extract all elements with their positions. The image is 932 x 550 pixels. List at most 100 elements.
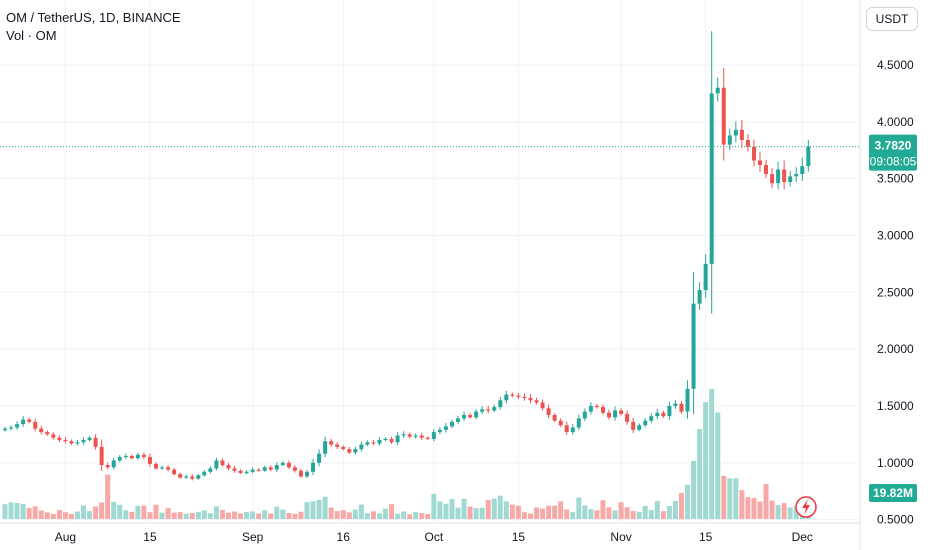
candle: [751, 139, 756, 167]
candle: [147, 453, 152, 467]
volume-bar: [225, 512, 231, 519]
candle-body: [129, 455, 134, 459]
volume-bar: [576, 497, 582, 519]
candle-body: [208, 468, 213, 472]
candle-body: [474, 411, 479, 418]
volume-bar: [358, 504, 364, 519]
candle: [27, 417, 32, 424]
candle: [244, 470, 249, 475]
candle: [437, 427, 442, 435]
symbol-title[interactable]: OM / TetherUS, 1D, BINANCE: [6, 10, 181, 25]
volume-bar: [775, 505, 781, 519]
current-price-value: 3.7820: [875, 139, 912, 153]
candle-body: [625, 413, 630, 422]
candle-body: [534, 400, 539, 403]
volume-bar: [419, 513, 425, 519]
candle-body: [329, 441, 334, 445]
candle-body: [431, 432, 436, 439]
volume-bar: [781, 503, 787, 519]
y-tick-label: 0.5000: [877, 513, 914, 527]
volume-bar: [159, 512, 165, 519]
candle: [93, 434, 98, 450]
volume-bar: [177, 512, 183, 519]
candle-body: [123, 455, 128, 458]
volume-bar: [20, 504, 26, 519]
candle-body: [244, 471, 249, 473]
volume-bar: [672, 500, 678, 519]
candle: [172, 467, 177, 476]
candle: [806, 139, 811, 172]
candle-body: [377, 440, 382, 444]
candle: [160, 465, 165, 470]
volume-bar: [540, 508, 546, 519]
volume-bar: [117, 504, 123, 519]
currency-button[interactable]: USDT: [866, 7, 918, 31]
candle-body: [383, 438, 388, 441]
candle-body: [87, 437, 92, 441]
candle-body: [770, 174, 775, 184]
candle-body: [619, 410, 624, 414]
candle: [401, 431, 406, 439]
candle-body: [15, 424, 20, 428]
candle: [3, 426, 7, 432]
volume-bar: [443, 503, 449, 519]
candle-body: [582, 411, 587, 419]
volume-bar: [50, 513, 56, 519]
volume-bar: [461, 498, 467, 519]
volume-indicator-label[interactable]: Vol · OM: [6, 28, 57, 43]
candle-body: [353, 449, 358, 453]
candle: [594, 403, 599, 409]
candle: [413, 433, 418, 439]
volume-bar: [129, 511, 135, 519]
candle: [492, 404, 497, 413]
candle-series: [3, 31, 811, 481]
candle-body: [359, 444, 364, 450]
volume-bar: [171, 512, 177, 519]
candle-body: [673, 403, 678, 406]
lightning-icon[interactable]: [795, 496, 817, 518]
volume-bar: [256, 513, 262, 519]
volume-bar: [292, 513, 298, 519]
x-tick-label: Sep: [242, 530, 264, 544]
candle-body: [715, 87, 720, 94]
volume-bar: [624, 507, 630, 519]
volume-bar: [250, 511, 256, 519]
volume-bar: [437, 501, 443, 519]
candle-body: [407, 434, 412, 437]
candle: [697, 282, 702, 310]
volume-bar: [678, 492, 684, 519]
volume-bar: [352, 509, 358, 519]
volume-bar: [123, 510, 129, 519]
volume-bar: [733, 478, 739, 519]
candle-body: [456, 418, 460, 422]
candle: [111, 457, 116, 470]
volume-bar: [328, 507, 334, 519]
candle: [377, 437, 382, 446]
volume-bar: [739, 490, 745, 519]
candle-body: [528, 397, 533, 401]
volume-bar: [594, 510, 600, 519]
candle: [703, 254, 708, 298]
volume-bar: [26, 507, 32, 519]
candle: [764, 160, 769, 179]
candle: [292, 465, 297, 473]
volume-bar: [479, 507, 485, 519]
candle-body: [238, 470, 243, 473]
volume-bar: [32, 506, 38, 519]
candle: [383, 437, 388, 442]
volume-bar: [485, 500, 491, 519]
candle-body: [679, 403, 684, 412]
candle-body: [69, 441, 74, 444]
volume-bar: [99, 502, 105, 519]
candle: [631, 417, 636, 434]
candle: [202, 470, 207, 477]
candle: [117, 455, 122, 463]
volume-bar: [195, 512, 201, 519]
candle: [540, 399, 545, 411]
candle: [407, 432, 412, 439]
candle: [353, 446, 358, 455]
volume-bar: [286, 512, 292, 519]
volume-bar: [552, 505, 558, 519]
candle: [347, 447, 352, 455]
